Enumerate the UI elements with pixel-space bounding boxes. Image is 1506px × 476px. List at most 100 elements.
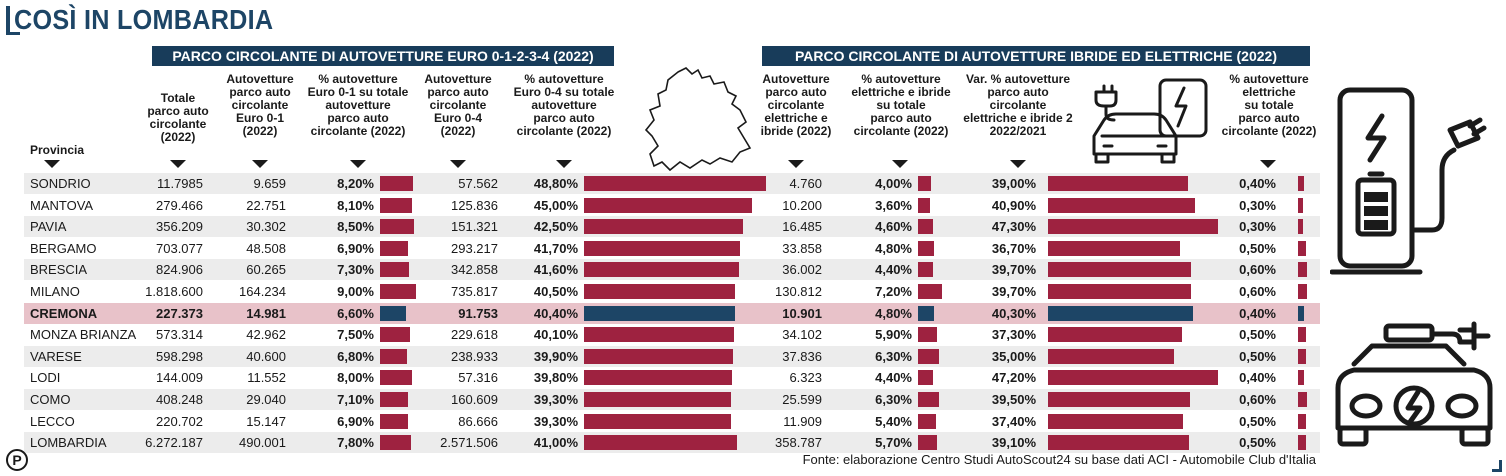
bar-variazione [1048, 197, 1196, 213]
cell-elettriche: 33.858 [782, 240, 822, 256]
cell-pct04: 40,50% [533, 284, 578, 299]
cell-euro01: 490.001 [239, 435, 286, 451]
bar-pct04 [584, 435, 737, 451]
cell-pct04: 42,50% [533, 219, 578, 235]
bar-pct-elettriche [1298, 435, 1306, 451]
cell-euro01: 11.552 [247, 370, 286, 386]
cell-provincia: MANTOVA [30, 197, 94, 213]
cell-elettriche: 6.323 [789, 370, 822, 386]
cell-pct-elettriche: 0,60% [1239, 262, 1276, 278]
table-row: PAVIA 356.209 30.302 8,50% 151.321 42,50% 16.4… [24, 216, 1320, 238]
cell-provincia: LOMBARDIA [30, 435, 107, 451]
cell-totale: 703.077 [156, 240, 203, 256]
cell-pct04: 40,10% [533, 327, 578, 343]
bar-pct04 [584, 305, 735, 321]
bar-variazione [1048, 262, 1191, 278]
bar-pct01 [380, 240, 408, 256]
cell-provincia: LECCO [30, 413, 75, 429]
cell-euro01: 48.508 [246, 240, 286, 256]
bar-pct-elettriche [1298, 413, 1306, 429]
bar-pct-elettriche [1298, 305, 1304, 321]
cell-provincia: COMO [30, 392, 71, 407]
bar-pct04 [584, 348, 733, 364]
bar-variazione [1048, 370, 1218, 386]
cell-euro04: 57.316 [458, 370, 498, 386]
bar-variazione [1048, 392, 1191, 407]
cell-pct-elettriche-ibride: 4,40% [875, 262, 912, 278]
cell-pct01: 6,90% [337, 240, 374, 256]
cell-pct04: 39,90% [533, 348, 578, 364]
cell-euro04: 125.836 [451, 197, 498, 213]
cell-euro01: 60.265 [246, 262, 286, 278]
cell-pct-elettriche: 0,40% [1239, 305, 1276, 321]
cell-elettriche: 10.200 [782, 197, 822, 213]
cell-pct-elettriche: 0,60% [1239, 284, 1276, 299]
bar-pct-elettriche-ibride [918, 348, 939, 364]
cell-pct-elettriche: 0,50% [1239, 435, 1276, 451]
bar-pct04 [584, 284, 736, 299]
cell-pct-elettriche: 0,50% [1239, 327, 1276, 343]
cell-pct04: 41,60% [533, 262, 578, 278]
bar-pct-elettriche [1298, 392, 1307, 407]
bar-pct-elettriche [1298, 348, 1306, 364]
header-pct-elettriche-ibride: % autovetture elettriche e ibride su tot… [851, 72, 951, 138]
sort-arrow-icon [170, 160, 186, 168]
sort-arrow-icon [450, 160, 466, 168]
cell-pct01: 8,10% [337, 197, 374, 213]
bar-pct04 [584, 262, 740, 278]
bar-pct04 [584, 327, 734, 343]
cell-pct-elettriche-ibride: 5,40% [875, 413, 912, 429]
cell-pct04: 39,30% [533, 413, 578, 429]
cell-pct-elettriche: 0,40% [1239, 176, 1276, 191]
bar-pct-elettriche [1298, 219, 1303, 235]
bar-pct01 [380, 413, 408, 429]
cell-pct-elettriche-ibride: 7,20% [875, 284, 912, 299]
cell-pct-elettriche: 0,40% [1239, 370, 1276, 386]
electric-car-icon [1335, 321, 1493, 447]
cell-pct-elettriche: 0,50% [1239, 240, 1276, 256]
bar-pct-elettriche [1298, 240, 1306, 256]
sort-arrow-icon [44, 160, 60, 168]
cell-euro04: 160.609 [451, 392, 498, 407]
bar-pct01 [380, 219, 414, 235]
bar-variazione [1048, 435, 1189, 451]
bar-pct01 [380, 284, 416, 299]
cell-euro01: 15.147 [246, 413, 286, 429]
cell-elettriche: 34.102 [782, 327, 822, 343]
ev-charging-car-icon [1092, 78, 1208, 164]
cell-pct04: 41,00% [533, 435, 578, 451]
cell-totale: 144.009 [156, 370, 203, 386]
cell-euro04: 2.571.506 [440, 435, 498, 451]
cell-elettriche: 358.787 [775, 435, 822, 451]
cell-pct01: 7,10% [337, 392, 374, 407]
cell-totale: 220.702 [156, 413, 203, 429]
cell-totale: 408.248 [156, 392, 203, 407]
bar-pct01 [380, 435, 412, 451]
cell-elettriche: 10.901 [782, 305, 822, 321]
header-variazione: Var. % autovetture parco auto circolante… [963, 72, 1073, 138]
cell-totale: 1.818.600 [145, 284, 203, 299]
cell-variazione: 39,00% [991, 176, 1036, 191]
cell-totale: 356.209 [156, 219, 203, 235]
cell-variazione: 39,70% [991, 284, 1036, 299]
cell-euro01: 29.040 [246, 392, 286, 407]
bar-pct-elettriche-ibride [918, 262, 933, 278]
cell-euro04: 342.858 [451, 262, 498, 278]
cell-pct04: 48,80% [533, 176, 578, 191]
cell-pct01: 9,00% [337, 284, 374, 299]
cell-pct-elettriche: 0,60% [1239, 392, 1276, 407]
bar-pct-elettriche-ibride [918, 176, 932, 191]
bar-pct-elettriche-ibride [918, 370, 933, 386]
cell-euro04: 293.217 [451, 240, 498, 256]
table-row: COMO 408.248 29.040 7,10% 160.609 39,30% 25.59… [24, 389, 1320, 410]
table-row: BRESCIA 824.906 60.265 7,30% 342.858 41,60% 36… [24, 259, 1320, 281]
cell-provincia: MONZA BRIANZA [30, 327, 137, 343]
bar-pct-elettriche [1298, 262, 1307, 278]
table-row: BERGAMO 703.077 48.508 6,90% 293.217 41,70% 33… [24, 238, 1320, 259]
cell-pct-elettriche-ibride: 4,80% [875, 305, 912, 321]
cell-elettriche: 11.909 [783, 413, 822, 429]
cell-pct01: 8,20% [337, 176, 374, 191]
bar-pct-elettriche [1298, 370, 1304, 386]
bar-pct01 [380, 348, 408, 364]
table-row: LOMBARDIA 6.272.187 490.001 7,80% 2.571.506 4… [24, 432, 1320, 454]
